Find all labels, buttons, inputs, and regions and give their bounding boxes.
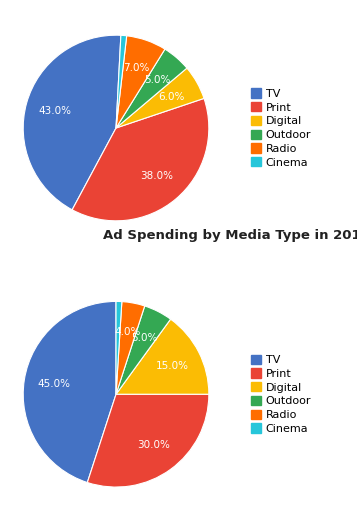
Text: 30.0%: 30.0% bbox=[137, 440, 170, 450]
Text: 5.0%: 5.0% bbox=[144, 75, 170, 85]
Text: 6.0%: 6.0% bbox=[158, 92, 184, 102]
Wedge shape bbox=[116, 302, 122, 394]
Text: 5.0%: 5.0% bbox=[131, 333, 158, 343]
Wedge shape bbox=[23, 35, 121, 210]
Text: 45.0%: 45.0% bbox=[37, 379, 70, 389]
Wedge shape bbox=[72, 98, 209, 221]
Wedge shape bbox=[116, 36, 165, 128]
Text: 15.0%: 15.0% bbox=[156, 360, 189, 371]
Wedge shape bbox=[87, 394, 209, 487]
Text: 4.0%: 4.0% bbox=[115, 327, 141, 337]
Text: 7.0%: 7.0% bbox=[124, 63, 150, 73]
Title: Ad Spending by Media Type in 2017 in India: Ad Spending by Media Type in 2017 in Ind… bbox=[103, 229, 357, 242]
Wedge shape bbox=[116, 306, 171, 394]
Text: 43.0%: 43.0% bbox=[39, 106, 72, 116]
Legend: TV, Print, Digital, Outdoor, Radio, Cinema: TV, Print, Digital, Outdoor, Radio, Cine… bbox=[249, 352, 313, 436]
Wedge shape bbox=[116, 68, 204, 128]
Text: 38.0%: 38.0% bbox=[140, 171, 173, 181]
Wedge shape bbox=[23, 302, 116, 482]
Wedge shape bbox=[116, 302, 145, 394]
Wedge shape bbox=[116, 319, 209, 394]
Wedge shape bbox=[116, 35, 127, 128]
Wedge shape bbox=[116, 49, 187, 128]
Legend: TV, Print, Digital, Outdoor, Radio, Cinema: TV, Print, Digital, Outdoor, Radio, Cine… bbox=[249, 86, 313, 170]
